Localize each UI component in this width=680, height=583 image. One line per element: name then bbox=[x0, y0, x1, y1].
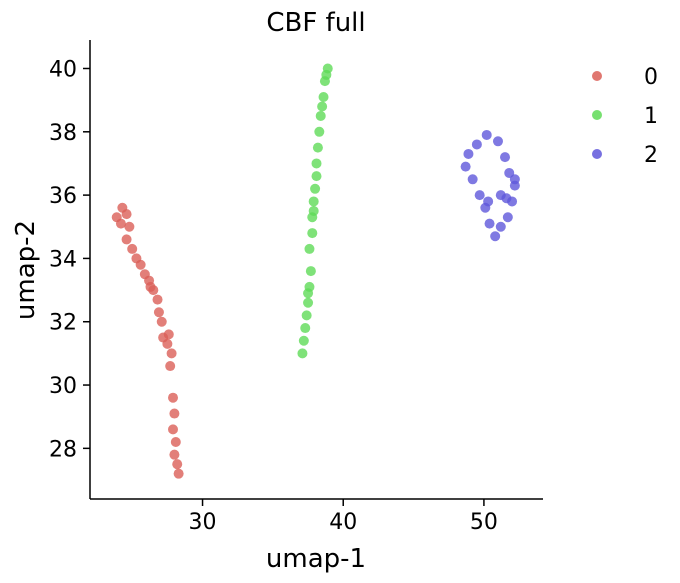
data-point-series-2 bbox=[474, 190, 485, 201]
data-point-series-0 bbox=[152, 294, 163, 305]
data-point-series-1 bbox=[311, 158, 322, 169]
data-point-series-0 bbox=[165, 361, 176, 372]
data-point-series-0 bbox=[172, 459, 183, 470]
y-tick-label: 30 bbox=[49, 374, 77, 399]
data-point-series-1 bbox=[312, 142, 323, 153]
data-point-series-0 bbox=[169, 408, 180, 419]
y-ticks: 28 30 32 34 36 38 40 bbox=[49, 57, 90, 462]
data-point-series-2 bbox=[483, 196, 494, 207]
data-point-series-1 bbox=[310, 183, 321, 194]
data-point-series-2 bbox=[500, 152, 511, 163]
data-point-series-1 bbox=[301, 310, 312, 321]
y-tick-label: 38 bbox=[49, 121, 77, 146]
data-point-series-2 bbox=[509, 174, 520, 185]
y-axis-label: umap-2 bbox=[11, 220, 41, 320]
data-point-series-1 bbox=[304, 243, 315, 254]
data-point-series-0 bbox=[169, 449, 180, 460]
x-tick-label: 30 bbox=[189, 510, 217, 535]
data-point-series-0 bbox=[166, 348, 177, 359]
y-tick-label: 32 bbox=[49, 311, 77, 336]
data-point-series-0 bbox=[145, 281, 156, 292]
data-point-series-1 bbox=[305, 266, 316, 277]
data-point-series-1 bbox=[307, 228, 318, 239]
legend-label: 2 bbox=[644, 143, 658, 168]
data-point-series-0 bbox=[156, 316, 167, 327]
x-tick-label: 40 bbox=[329, 510, 357, 535]
data-point-series-1 bbox=[321, 69, 332, 80]
data-point-series-0 bbox=[170, 437, 181, 448]
data-point-series-0 bbox=[121, 234, 132, 245]
data-point-series-0 bbox=[168, 392, 179, 403]
data-point-series-2 bbox=[467, 174, 478, 185]
x-axis-label: umap-1 bbox=[266, 544, 366, 574]
data-point-series-1 bbox=[315, 110, 326, 121]
y-tick-label: 34 bbox=[49, 247, 77, 272]
chart-title: CBF full bbox=[266, 8, 365, 38]
data-point-series-0 bbox=[162, 338, 173, 349]
data-point-series-1 bbox=[300, 323, 311, 334]
data-point-series-1 bbox=[311, 171, 322, 182]
data-point-series-1 bbox=[318, 91, 329, 102]
data-point-series-2 bbox=[484, 218, 495, 229]
data-point-series-0 bbox=[153, 307, 164, 318]
legend: 0 1 2 bbox=[592, 65, 658, 168]
data-point-series-0 bbox=[127, 243, 138, 254]
points-layer bbox=[111, 63, 520, 479]
x-ticks: 30 40 50 bbox=[189, 499, 498, 535]
x-tick-label: 50 bbox=[470, 510, 498, 535]
data-point-series-0 bbox=[163, 329, 174, 340]
legend-marker bbox=[592, 149, 602, 159]
data-point-series-0 bbox=[135, 259, 146, 270]
data-point-series-1 bbox=[297, 348, 308, 359]
legend-label: 1 bbox=[644, 104, 658, 129]
data-point-series-1 bbox=[303, 297, 314, 308]
data-point-series-1 bbox=[317, 101, 328, 112]
data-point-series-2 bbox=[460, 161, 471, 172]
data-point-series-0 bbox=[168, 424, 179, 435]
data-point-series-0 bbox=[124, 221, 135, 232]
data-point-series-1 bbox=[298, 335, 309, 346]
data-point-series-0 bbox=[115, 218, 126, 229]
data-point-series-1 bbox=[308, 196, 319, 207]
data-point-series-2 bbox=[495, 221, 506, 232]
data-point-series-2 bbox=[492, 136, 503, 147]
data-point-series-1 bbox=[314, 126, 325, 137]
data-point-series-2 bbox=[481, 129, 492, 140]
data-point-series-2 bbox=[502, 212, 513, 223]
data-point-series-1 bbox=[308, 205, 319, 216]
y-tick-label: 36 bbox=[49, 184, 77, 209]
data-point-series-2 bbox=[463, 148, 474, 159]
data-point-series-1 bbox=[303, 288, 314, 299]
legend-label: 0 bbox=[644, 65, 658, 90]
y-tick-label: 40 bbox=[49, 57, 77, 82]
data-point-series-0 bbox=[121, 209, 132, 220]
y-tick-label: 28 bbox=[49, 437, 77, 462]
data-point-series-2 bbox=[471, 139, 482, 150]
legend-marker bbox=[592, 110, 602, 120]
data-point-series-0 bbox=[173, 468, 184, 479]
data-point-series-2 bbox=[490, 231, 501, 242]
legend-marker bbox=[592, 71, 602, 81]
data-point-series-2 bbox=[501, 193, 512, 204]
